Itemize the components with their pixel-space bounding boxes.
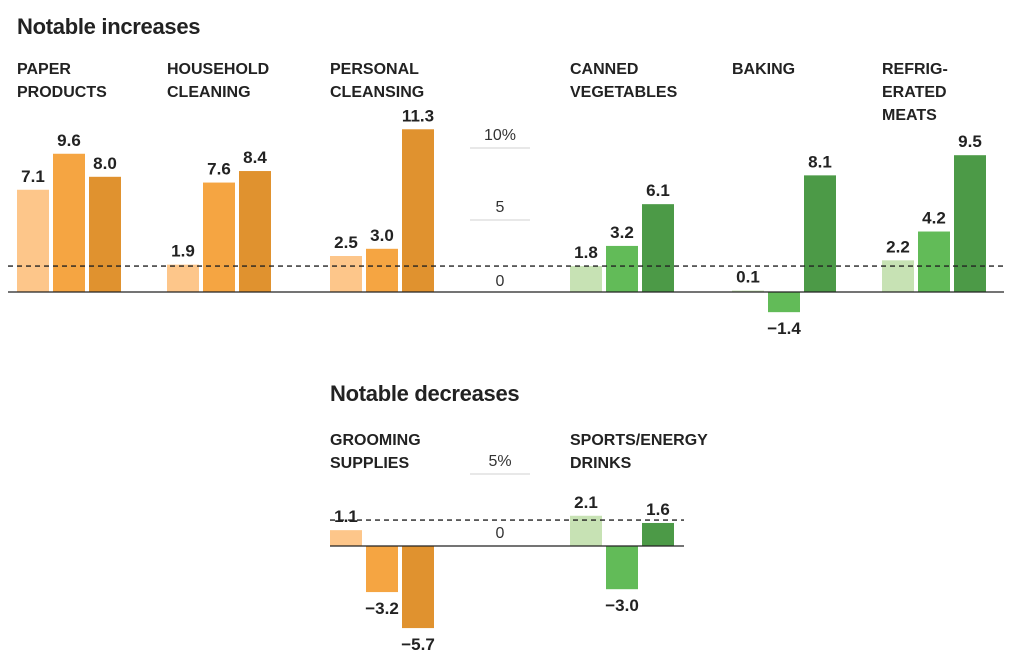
bar	[89, 176, 121, 292]
y-tick-label: 5	[496, 199, 505, 216]
category-label: PERSONAL	[330, 61, 419, 78]
data-label: 11.3	[402, 106, 434, 125]
bar	[642, 204, 674, 292]
chart-title: Notable decreases	[330, 381, 519, 406]
data-label: −3.0	[605, 596, 639, 615]
bar	[606, 546, 638, 590]
data-label: 1.8	[574, 243, 598, 262]
bar	[804, 175, 836, 292]
bar	[642, 522, 674, 546]
category-label: GROOMING	[330, 432, 421, 449]
category-label: MEATS	[882, 107, 937, 124]
bar	[606, 245, 638, 292]
bar	[918, 231, 950, 292]
chart-title: Notable increases	[17, 14, 200, 39]
y-tick-label: 0	[496, 525, 505, 542]
bar	[366, 546, 398, 593]
bar	[732, 290, 764, 293]
data-label: 2.2	[886, 237, 910, 256]
category-label: SPORTS/ENERGY	[570, 432, 708, 449]
category-label: DRINKS	[570, 455, 632, 472]
category-label: SUPPLIES	[330, 455, 409, 472]
category-label: CANNED	[570, 61, 638, 78]
bar	[167, 264, 199, 292]
bar	[366, 248, 398, 292]
bar	[53, 153, 85, 292]
category-label: ERATED	[882, 84, 947, 101]
bar	[402, 129, 434, 292]
y-tick-label: 10%	[484, 127, 516, 144]
data-label: −5.7	[401, 635, 435, 654]
category-label: REFRIG-	[882, 61, 948, 78]
data-label: 1.6	[646, 500, 670, 519]
bar	[330, 530, 362, 546]
data-label: 7.6	[207, 160, 231, 179]
category-label: PAPER	[17, 61, 71, 78]
data-label: 8.4	[243, 148, 267, 167]
category-label: PRODUCTS	[17, 84, 107, 101]
data-label: 9.5	[958, 132, 982, 151]
data-label: 3.2	[610, 223, 634, 242]
y-tick-label: 0	[496, 273, 505, 290]
data-label: 8.1	[808, 152, 832, 171]
bar	[330, 256, 362, 292]
category-label: CLEANSING	[330, 84, 424, 101]
data-label: 1.1	[334, 507, 358, 526]
data-label: 3.0	[370, 226, 394, 245]
bar	[17, 189, 49, 292]
bar	[768, 292, 800, 313]
bar	[954, 155, 986, 292]
data-label: 9.6	[57, 131, 81, 150]
category-label: BAKING	[732, 61, 795, 78]
data-label: −3.2	[365, 599, 399, 618]
data-label: 8.0	[93, 154, 117, 173]
bar	[882, 260, 914, 292]
category-label: HOUSEHOLD	[167, 61, 269, 78]
data-label: 6.1	[646, 181, 670, 200]
bar	[570, 515, 602, 546]
data-label: −1.4	[767, 319, 801, 338]
data-label: 4.2	[922, 209, 946, 228]
data-label: 1.9	[171, 242, 195, 261]
y-tick-label: 5%	[488, 453, 511, 470]
bar	[570, 266, 602, 292]
data-label: 2.5	[334, 233, 358, 252]
category-label: VEGETABLES	[570, 84, 678, 101]
category-label: CLEANING	[167, 84, 251, 101]
data-label: 0.1	[736, 268, 760, 287]
bar	[402, 546, 434, 629]
bar	[239, 171, 271, 292]
data-label: 7.1	[21, 167, 45, 186]
data-label: 2.1	[574, 493, 598, 512]
bar	[203, 182, 235, 292]
